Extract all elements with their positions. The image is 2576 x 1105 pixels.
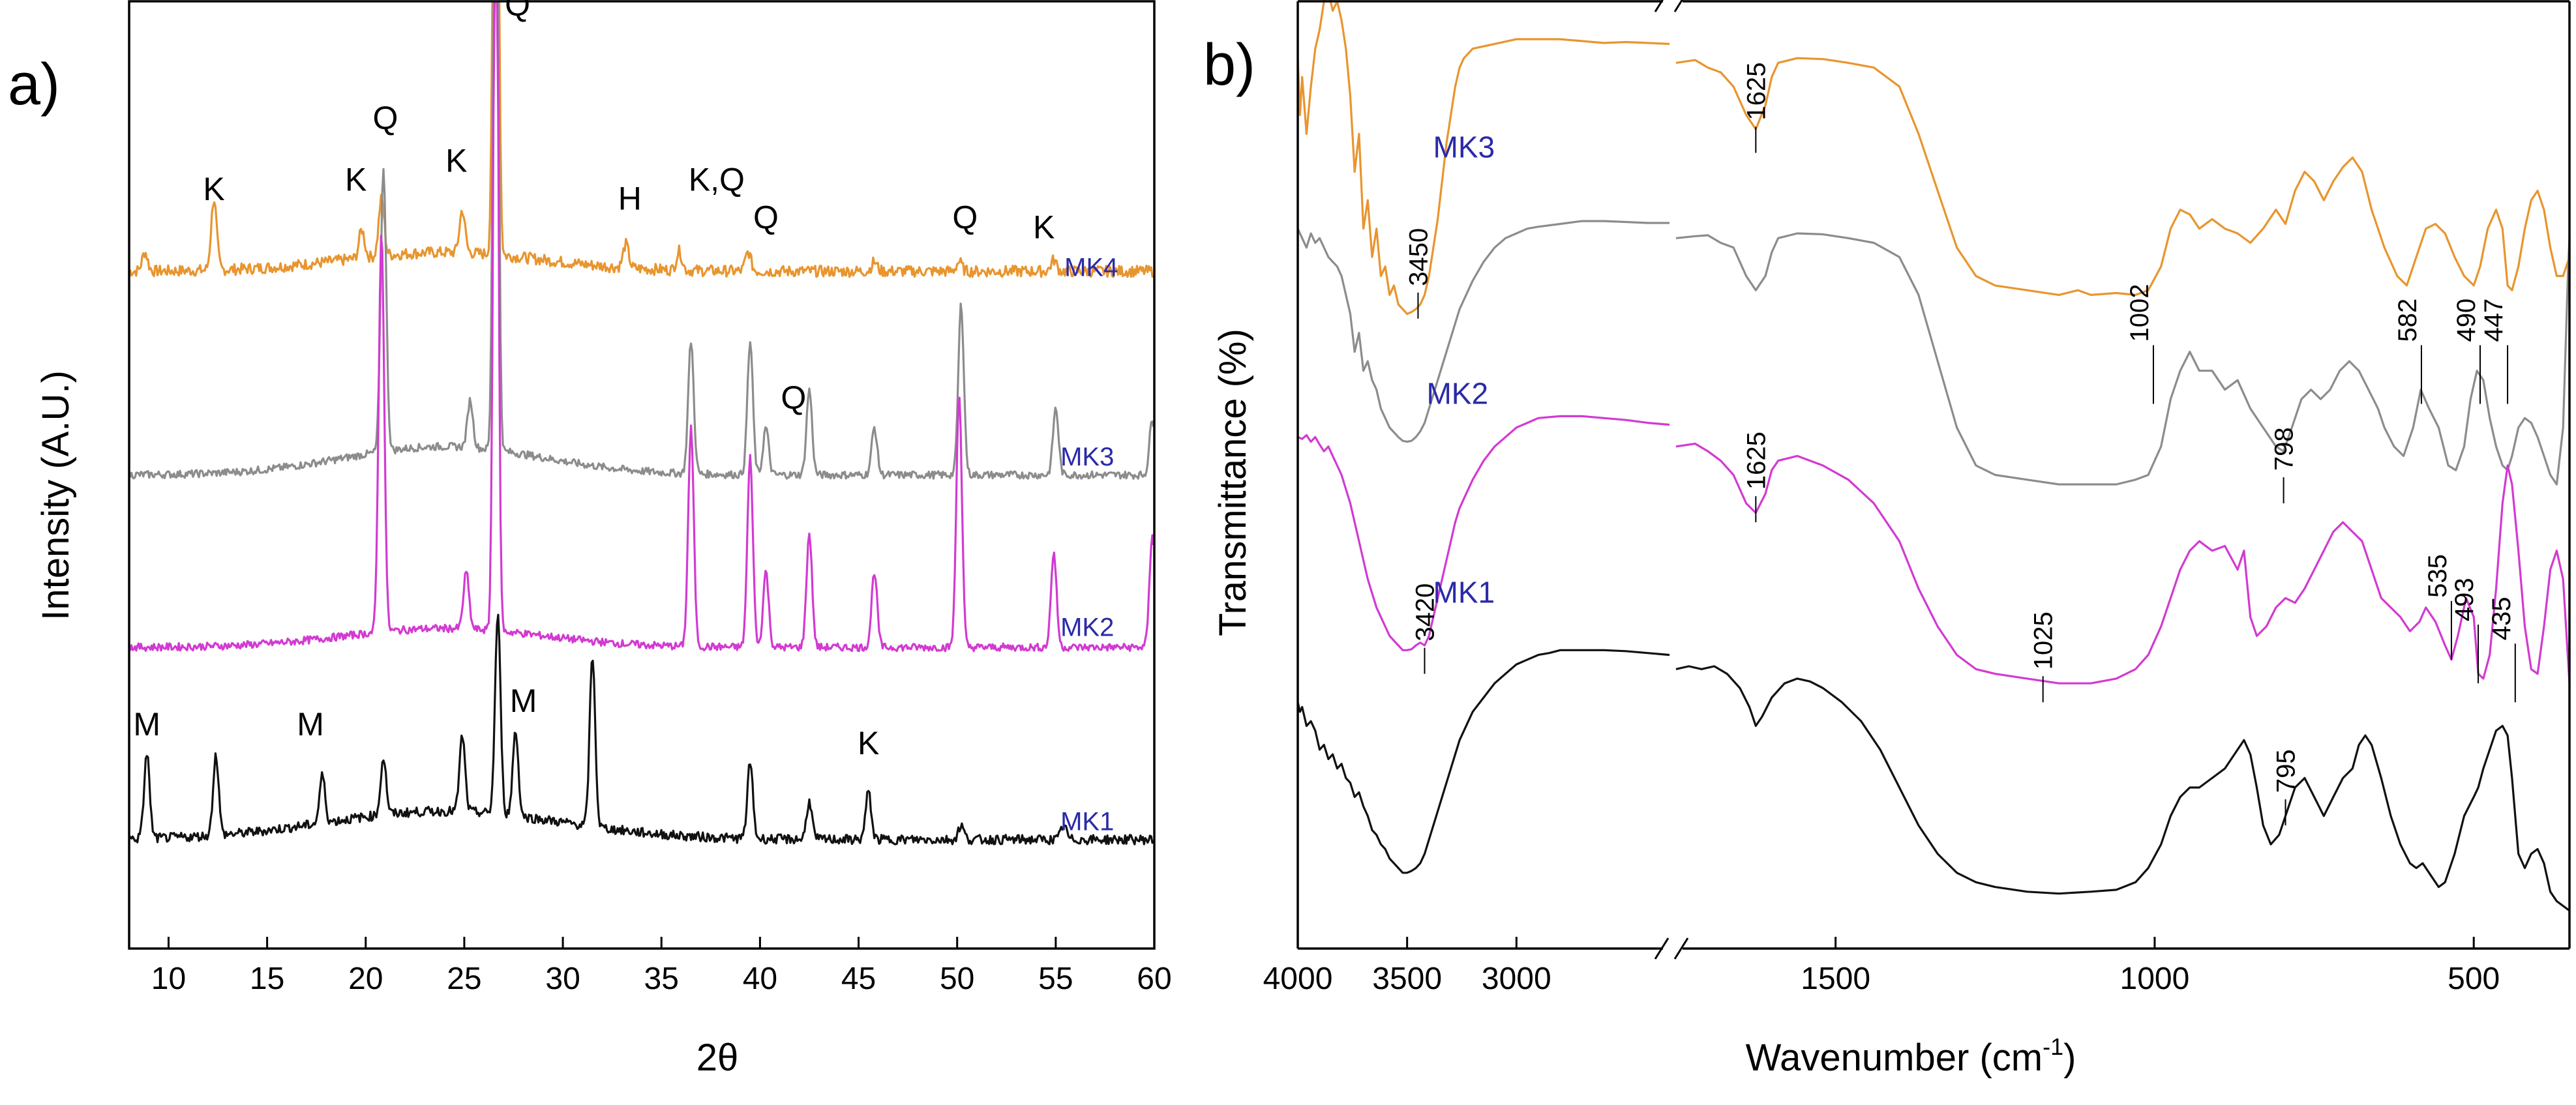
panel-b-series-label: MK1 — [1433, 576, 1495, 610]
ftir-trace-mk4-low — [1675, 57, 2571, 296]
panel-a-x-tick-label: 45 — [841, 962, 876, 996]
xrd-trace-mk1 — [128, 613, 1155, 846]
panel-a-peak-annotation: K,Q — [689, 162, 745, 198]
svg-text:490: 490 — [2452, 299, 2481, 342]
panel-a-y-axis-title: Intensity (A.U.) — [35, 370, 77, 621]
svg-text:1625: 1625 — [1742, 432, 1771, 490]
xrd-trace-mk2 — [128, 1, 1155, 653]
panel-a-peak-annotation: Q — [373, 100, 398, 136]
panel-a-peak-annotation: H — [618, 181, 642, 217]
panel-a-peak-annotation: Q — [952, 199, 978, 236]
panel-b-peak-annotation: 582 — [2393, 299, 2422, 404]
svg-text:493: 493 — [2450, 578, 2479, 621]
xrd-trace-mk3 — [128, 1, 1155, 480]
panel-a-x-tick-label: 20 — [348, 962, 383, 996]
panel-a-series-label: MK1 — [1060, 807, 1114, 836]
ftir-trace-mk2-high — [1297, 415, 1670, 651]
xrd-trace-mk4 — [128, 1, 1154, 278]
axis-break-mark — [1654, 0, 1684, 12]
panel-a-series-label: MK2 — [1060, 613, 1114, 642]
panel-b-peak-annotation: 798 — [2270, 427, 2299, 504]
panel-b-peak-annotation: 490 — [2452, 299, 2481, 404]
panel-b-peak-annotation: 3420 — [1411, 583, 1439, 674]
panel-b-x-tick-label: 4000 — [1263, 962, 1333, 996]
ftir-trace-mk1-high — [1296, 649, 1670, 874]
panel-b-peak-annotation: 795 — [2272, 749, 2301, 826]
panel-a-label: a) — [8, 52, 60, 117]
panel-b-peak-annotation: 493 — [2450, 578, 2479, 684]
svg-text:3450: 3450 — [1404, 228, 1433, 286]
panel-a-x-tick-label: 15 — [250, 962, 284, 996]
panel-b-x-tick-label: 3000 — [1482, 962, 1551, 996]
panel-a-x-tick-label: 60 — [1137, 962, 1171, 996]
panel-b-peak-annotation: 1025 — [2029, 611, 2058, 703]
panel-a-peak-annotation: M — [133, 706, 160, 743]
axis-break-mark — [1654, 937, 1689, 960]
panel-a-peak-annotation: M — [297, 706, 324, 743]
panel-a-peak-annotation: Q — [781, 379, 806, 416]
svg-text:1625: 1625 — [1742, 62, 1771, 120]
panel-a-x-tick-label: 40 — [743, 962, 777, 996]
ftir-trace-mk3-low — [1675, 232, 2571, 486]
panel-a-peak-annotation: K — [203, 171, 224, 207]
panel-b-x-tick-label: 1000 — [2120, 962, 2190, 996]
panel-a-peak-annotation: K — [1033, 209, 1055, 245]
panel-a-x-tick-label: 25 — [447, 962, 481, 996]
panel-a-peak-annotation: M — [510, 683, 537, 719]
panel-a-peak-annotation: K — [858, 725, 879, 761]
panel-a-series-label: MK3 — [1060, 443, 1114, 471]
panel-a-peak-annotation: Q — [505, 0, 530, 23]
svg-text:447: 447 — [2479, 299, 2508, 342]
panel-a-x-tick-label: 50 — [940, 962, 974, 996]
panel-b-series-label: MK2 — [1426, 377, 1488, 411]
panel-a-x-tick-label: 10 — [151, 962, 186, 996]
svg-text:1025: 1025 — [2029, 611, 2058, 670]
panel-b-x-axis-title: Wavenumber (cm-1) — [1746, 1033, 2076, 1079]
panel-b-ftir-chart: b) Transmittance (%) Wavenumber (cm-1) 4… — [1203, 0, 2571, 1079]
panel-a-xrd-chart: a) Intensity (A.U.) 2θ 10 15 20 25 30 35 40 45 5… — [8, 0, 1172, 1079]
panel-b-x-tick-label: 500 — [2448, 962, 2500, 996]
svg-text:798: 798 — [2270, 427, 2299, 471]
panel-a-x-tick-label: 35 — [644, 962, 679, 996]
svg-text:1002: 1002 — [2125, 284, 2154, 342]
svg-text:3420: 3420 — [1411, 583, 1439, 641]
svg-text:795: 795 — [2272, 749, 2301, 793]
ftir-trace-mk2-low — [1675, 443, 2571, 685]
panel-a-series-label: MK4 — [1064, 253, 1118, 282]
panel-b-peak-annotation: 447 — [2479, 299, 2509, 404]
panel-b-peak-annotation: 535 — [2423, 554, 2452, 660]
panel-b-peak-annotation: 1625 — [1742, 432, 1771, 523]
panel-b-series-label: MK3 — [1433, 130, 1495, 164]
panel-a-x-tick-label: 30 — [545, 962, 580, 996]
ftir-trace-mk1-low — [1675, 665, 2570, 912]
panel-b-x-tick-label: 1500 — [1801, 962, 1870, 996]
ftir-trace-mk3-high — [1296, 220, 1670, 443]
panel-a-plot-frame — [128, 0, 1156, 950]
svg-text:535: 535 — [2423, 554, 2452, 598]
panel-b-x-tick-label: 3500 — [1372, 962, 1442, 996]
ftir-trace-mk4-high — [1296, 0, 1670, 316]
panel-b-peak-annotation: 3450 — [1404, 228, 1433, 319]
panel-a-x-axis-title: 2θ — [696, 1037, 739, 1079]
svg-text:435: 435 — [2487, 597, 2516, 640]
panel-a-x-tick-label: 55 — [1038, 962, 1073, 996]
panel-b-label: b) — [1203, 33, 1255, 98]
panel-b-peak-annotation: 1625 — [1742, 62, 1771, 153]
panel-a-peak-annotation: Q — [753, 199, 779, 236]
panel-b-y-axis-title: Transmittance (%) — [1212, 329, 1254, 636]
svg-text:582: 582 — [2393, 299, 2422, 342]
panel-a-peak-annotation: K — [445, 143, 467, 179]
panel-a-peak-annotation: K — [345, 162, 367, 198]
panel-b-peak-annotation: 1002 — [2125, 284, 2154, 404]
panel-b-peak-annotation: 435 — [2487, 597, 2516, 703]
